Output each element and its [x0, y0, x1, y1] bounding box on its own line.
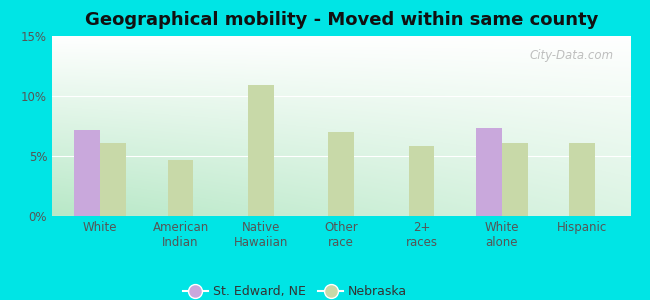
Bar	[168, 160, 194, 216]
Bar	[409, 146, 434, 216]
Bar	[75, 130, 100, 216]
Legend: St. Edward, NE, Nebraska: St. Edward, NE, Nebraska	[177, 280, 412, 300]
Bar	[100, 143, 126, 216]
Bar	[476, 128, 502, 216]
Bar	[502, 143, 528, 216]
Bar	[569, 143, 595, 216]
Bar	[248, 85, 274, 216]
Title: Geographical mobility - Moved within same county: Geographical mobility - Moved within sam…	[84, 11, 598, 29]
Bar	[328, 132, 354, 216]
Text: City-Data.com: City-Data.com	[529, 49, 613, 62]
